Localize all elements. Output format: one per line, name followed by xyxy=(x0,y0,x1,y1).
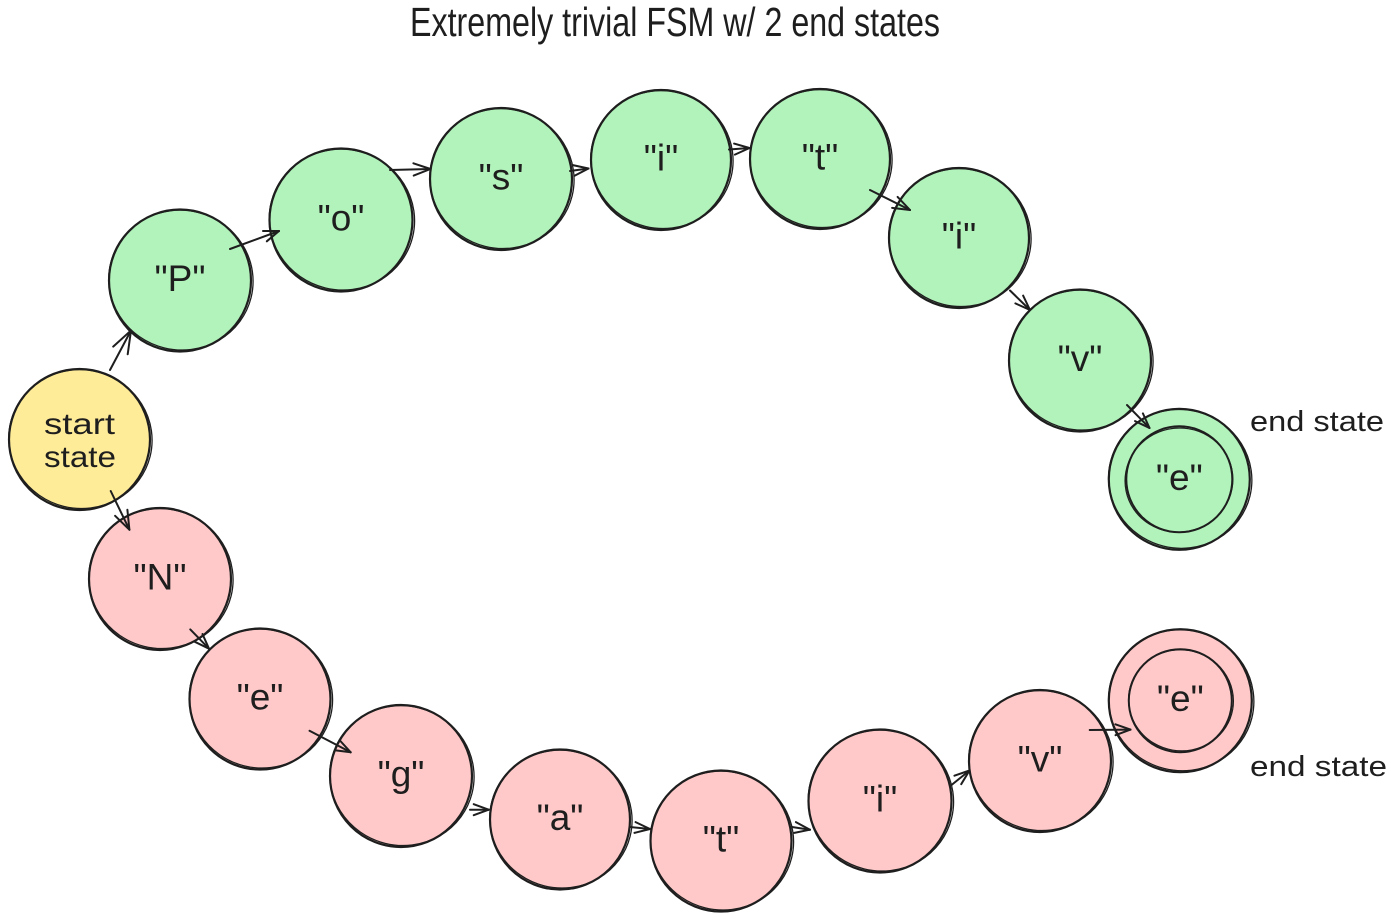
svg-text:"e": "e" xyxy=(1157,678,1204,719)
svg-text:"v": "v" xyxy=(1018,739,1063,780)
svg-text:"e": "e" xyxy=(1156,457,1203,498)
svg-text:start: start xyxy=(44,408,116,441)
svg-text:"t": "t" xyxy=(802,137,839,178)
svg-text:"N": "N" xyxy=(134,557,187,598)
svg-text:"i": "i" xyxy=(644,138,679,179)
svg-text:"o": "o" xyxy=(318,198,365,239)
svg-text:"a": "a" xyxy=(537,797,584,838)
svg-text:"g": "g" xyxy=(378,754,425,795)
svg-text:"s": "s" xyxy=(479,157,524,198)
svg-text:Extremely trivial FSM w/ 2 end: Extremely trivial FSM w/ 2 end states xyxy=(410,0,940,45)
svg-text:end state: end state xyxy=(1250,751,1387,783)
svg-text:"i": "i" xyxy=(863,779,898,820)
svg-text:"t": "t" xyxy=(703,819,740,860)
svg-text:"i": "i" xyxy=(942,216,977,257)
svg-text:state: state xyxy=(44,441,116,474)
svg-text:"P": "P" xyxy=(155,258,206,299)
svg-text:"e": "e" xyxy=(237,677,284,718)
svg-text:"v": "v" xyxy=(1058,338,1103,379)
svg-text:end state: end state xyxy=(1250,406,1384,438)
